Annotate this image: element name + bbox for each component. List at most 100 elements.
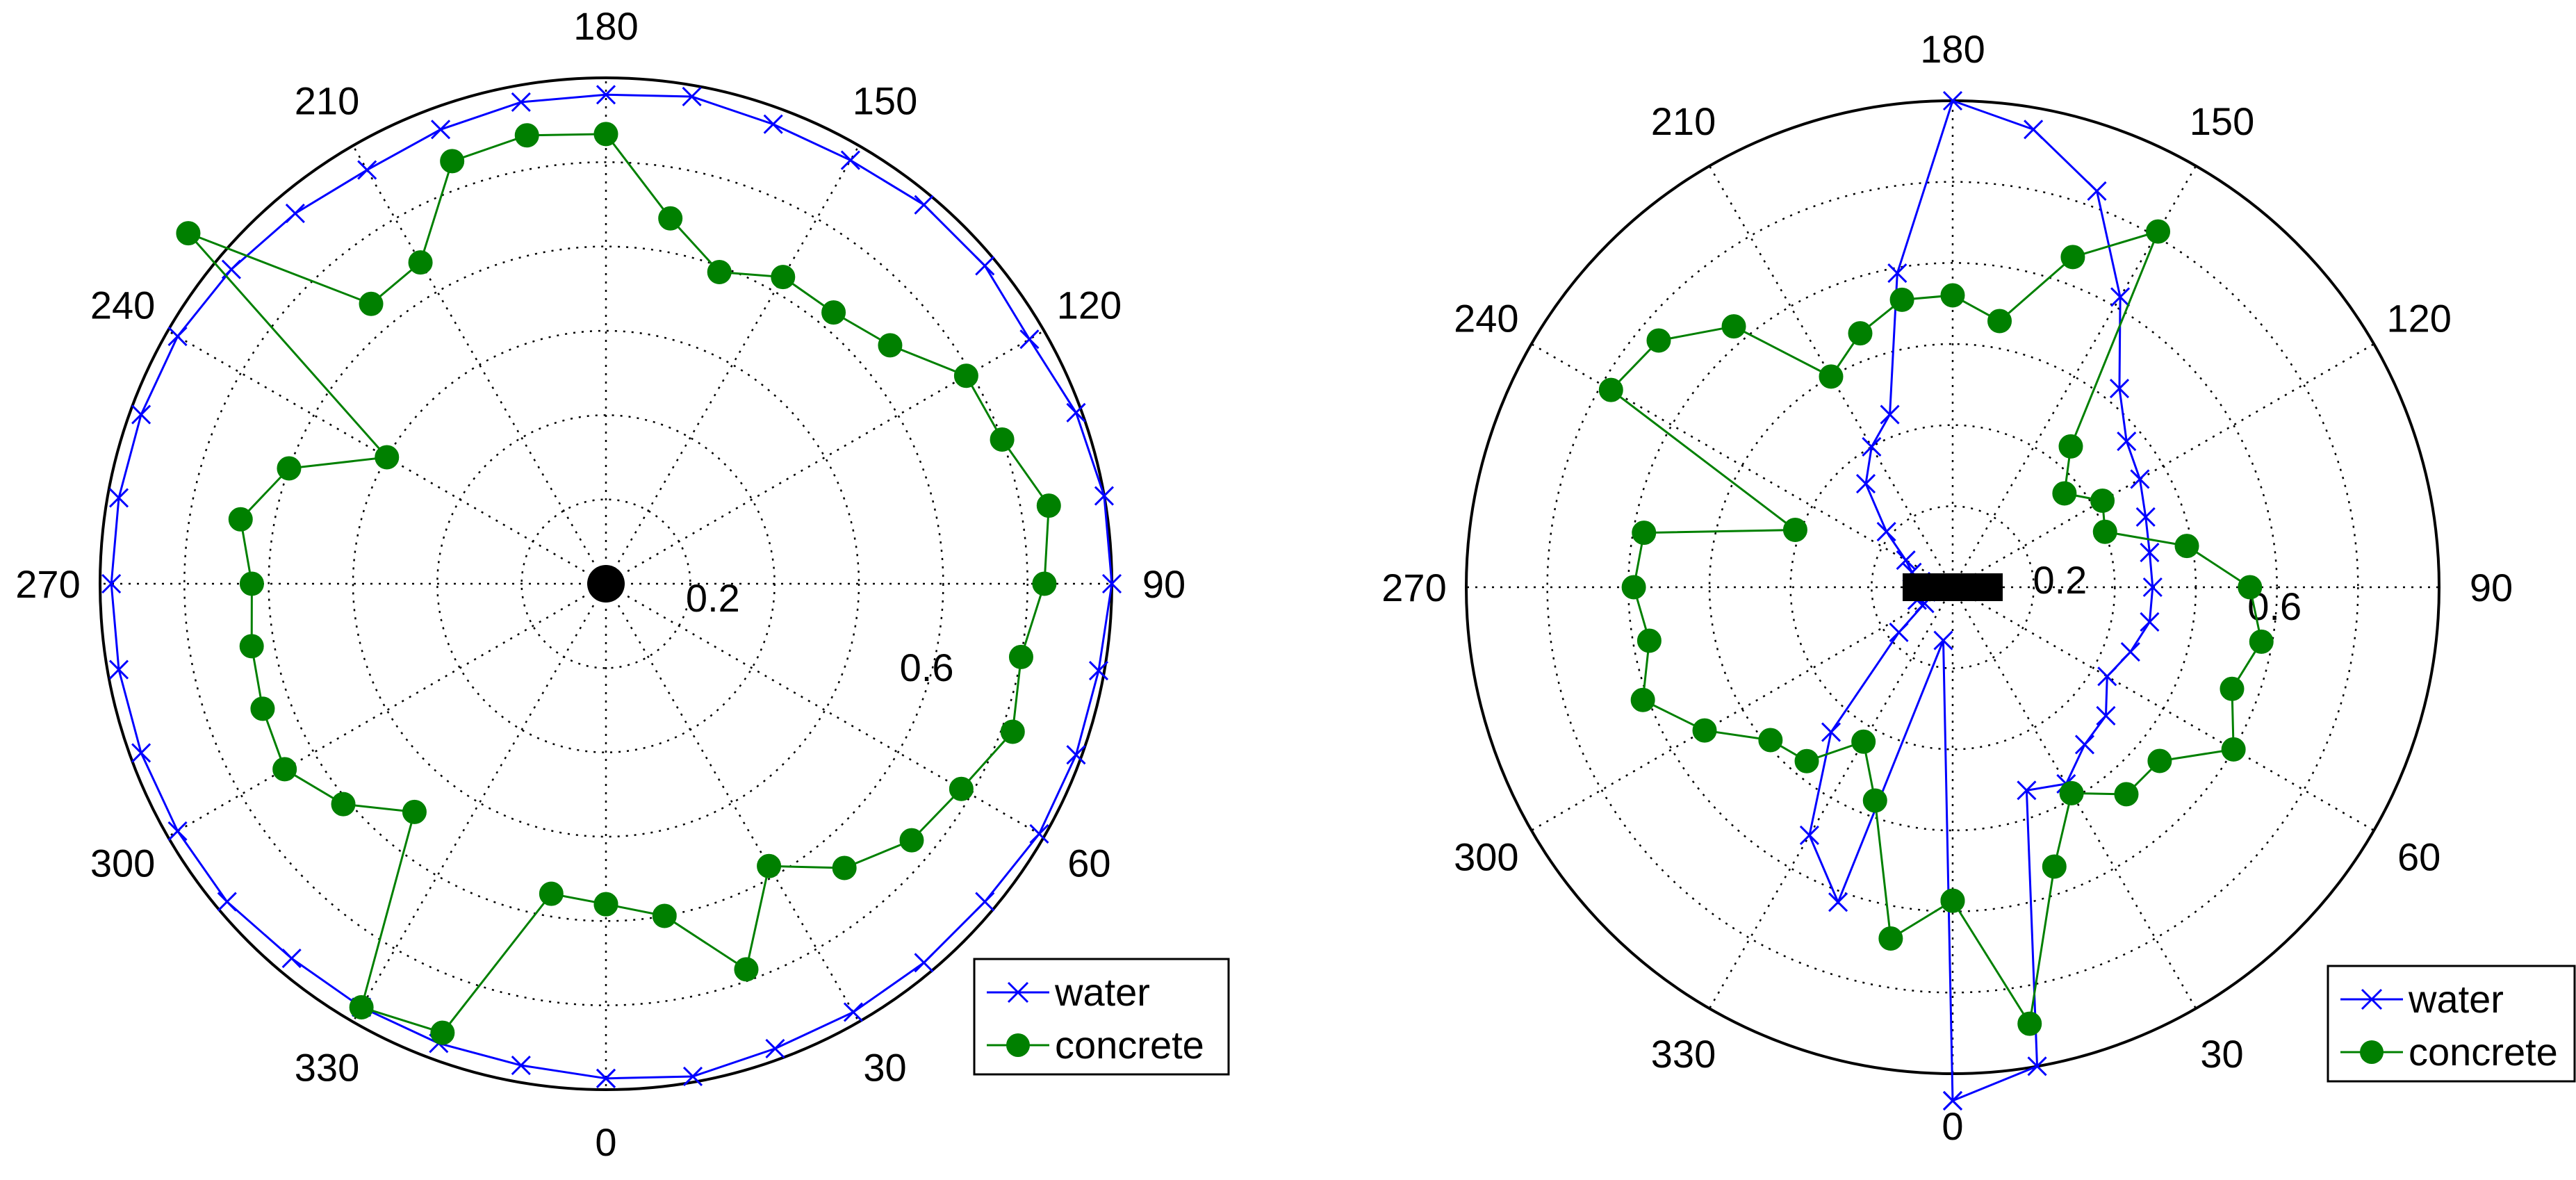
data-point-water <box>2140 542 2160 563</box>
data-point-concrete <box>176 221 201 246</box>
angle-tick-label: 90 <box>1142 562 1186 606</box>
data-point-concrete <box>1032 571 1057 596</box>
data-point-concrete <box>593 122 618 147</box>
center-marker <box>587 565 625 603</box>
data-point-water <box>2135 507 2156 527</box>
data-point-concrete <box>1782 518 1807 543</box>
data-point-water <box>1896 550 1916 571</box>
grid-circle <box>1546 181 2359 994</box>
data-point-concrete <box>2220 676 2245 701</box>
data-point-water <box>1799 825 1819 846</box>
data-point-concrete <box>2114 782 2139 807</box>
data-point-water <box>914 195 934 215</box>
data-point-water <box>1029 823 1049 844</box>
grid-spoke <box>1952 343 2374 589</box>
data-point-water <box>511 92 531 113</box>
data-point-concrete <box>2058 434 2083 459</box>
data-point-water <box>1862 436 1882 457</box>
angle-tick-label: 150 <box>2190 99 2254 143</box>
data-point-water <box>682 1066 703 1087</box>
angle-tick-label: 120 <box>2386 297 2451 341</box>
data-point-water <box>2110 287 2131 307</box>
data-point-concrete <box>2174 534 2199 559</box>
data-point-concrete <box>514 123 539 148</box>
legend-item-water: water <box>2340 977 2504 1021</box>
angle-tick-label: 240 <box>90 284 155 327</box>
data-point-concrete <box>277 456 302 481</box>
data-point-concrete <box>2249 629 2274 654</box>
data-point-water <box>131 743 151 763</box>
data-point-concrete <box>2052 481 2077 506</box>
legend-label: water <box>2408 977 2504 1021</box>
data-point-water <box>843 1002 863 1022</box>
legend: water concrete <box>2327 965 2576 1083</box>
angle-tick-label: 30 <box>2200 1032 2243 1076</box>
data-point-water <box>1094 486 1115 506</box>
data-point-concrete <box>899 828 924 853</box>
data-point-water <box>596 1068 616 1088</box>
data-point-water <box>765 1038 785 1058</box>
data-point-water <box>914 953 934 973</box>
data-point-concrete <box>2042 854 2067 879</box>
angle-tick-label: 150 <box>853 79 917 123</box>
data-point-water <box>1066 402 1086 423</box>
grid-circle <box>1789 424 2116 751</box>
data-point-water <box>1933 630 1953 650</box>
grid-spoke <box>1952 586 2374 832</box>
data-point-concrete <box>1819 364 1844 389</box>
data-point-concrete <box>771 265 796 290</box>
data-point-concrete <box>228 507 253 532</box>
data-point-concrete <box>239 571 264 596</box>
angle-tick-label: 0 <box>595 1120 616 1164</box>
data-point-water <box>217 892 237 912</box>
data-point-water <box>2074 735 2095 755</box>
angle-tick-label: 60 <box>2397 835 2440 879</box>
angle-tick-label: 30 <box>863 1045 906 1089</box>
data-point-concrete <box>1940 283 1965 308</box>
data-point-concrete <box>1646 328 1671 353</box>
data-point-water <box>1942 1090 1963 1111</box>
data-point-concrete <box>1598 377 1623 402</box>
data-point-concrete <box>440 149 465 174</box>
data-point-water <box>975 256 995 276</box>
angle-tick-label: 180 <box>573 4 638 48</box>
series-concrete <box>176 122 1061 1045</box>
data-point-concrete <box>2059 780 2084 805</box>
data-point-concrete <box>2092 519 2117 544</box>
grid-spoke <box>1708 587 1954 1009</box>
angle-tick-label: 60 <box>1067 842 1110 885</box>
data-point-concrete <box>707 260 732 285</box>
data-point-water <box>108 659 129 680</box>
data-point-water <box>2109 378 2130 399</box>
angle-tick-label: 0 <box>1942 1104 1963 1148</box>
data-point-concrete <box>1889 287 1914 312</box>
grid-spoke <box>605 145 860 584</box>
data-point-water <box>108 488 129 508</box>
data-point-water <box>2130 469 2150 489</box>
data-point-water <box>1887 263 1908 284</box>
angle-tick-label: 300 <box>90 842 155 885</box>
center-marker <box>1903 573 2003 601</box>
data-point-water <box>1088 660 1109 681</box>
data-point-concrete <box>359 291 384 316</box>
data-point-water <box>1821 722 1841 742</box>
data-point-water <box>1828 892 1848 912</box>
data-point-water <box>357 160 377 180</box>
data-point-water <box>596 85 616 105</box>
data-point-concrete <box>1636 628 1662 653</box>
angle-tick-label: 300 <box>1454 835 1518 879</box>
data-point-concrete <box>2090 489 2115 514</box>
legend: water concrete <box>973 958 1230 1076</box>
radial-tick-label: 0.2 <box>686 576 740 620</box>
data-point-concrete <box>1940 888 1965 913</box>
legend-item-concrete: concrete <box>987 1023 1204 1067</box>
data-point-water <box>511 1055 531 1076</box>
data-point-water <box>2024 120 2044 140</box>
data-point-concrete <box>1987 309 2012 334</box>
data-point-concrete <box>990 427 1015 452</box>
data-point-water <box>167 821 188 841</box>
grid-spoke <box>167 329 607 585</box>
data-point-water <box>2120 642 2140 662</box>
data-point-water <box>2117 431 2137 452</box>
data-point-water <box>2087 181 2107 201</box>
